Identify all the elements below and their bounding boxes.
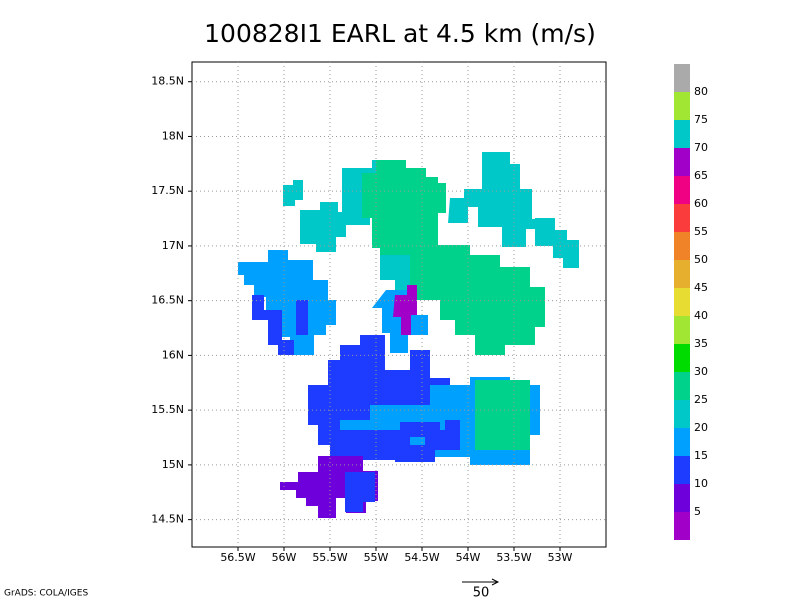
colorbar-box (674, 92, 690, 120)
lat-tick-label: 16N (162, 348, 184, 361)
colorbar-label: 80 (694, 85, 708, 98)
lon-tick-label: 53W (548, 551, 573, 564)
colorbar-label: 70 (694, 141, 708, 154)
lat-tick-label: 18N (162, 129, 184, 142)
colorbar-label: 20 (694, 421, 708, 434)
colorbar-box (674, 512, 690, 540)
lon-tick-label: 56W (272, 551, 297, 564)
vector-scale-arrowhead (491, 578, 500, 586)
lat-tick-label: 18.5N (151, 75, 184, 88)
colorbar-box (674, 148, 690, 176)
lon-tick-label: 56.5W (220, 551, 255, 564)
colorbar-box (674, 428, 690, 456)
colorbar-box (674, 232, 690, 260)
lon-tick-label: 55W (364, 551, 389, 564)
vector-scale-label: 50 (473, 586, 490, 600)
title: 100828I1 EARL at 4.5 km (m/s) (204, 19, 596, 48)
colorbar-box (674, 484, 690, 512)
lon-tick-label: 54.5W (404, 551, 439, 564)
colorbar-label: 15 (694, 449, 708, 462)
colorbar-box (674, 372, 690, 400)
colorbar-label: 45 (694, 281, 708, 294)
colorbar-label: 30 (694, 365, 708, 378)
wind-field (238, 152, 579, 518)
lat-tick-label: 16.5N (151, 294, 184, 307)
lon-tick-label: 55.5W (312, 551, 347, 564)
lat-tick-label: 15.5N (151, 403, 184, 416)
lon-tick-label: 53.5W (496, 551, 531, 564)
colorbar-label: 65 (694, 169, 708, 182)
lat-tick-label: 15N (162, 458, 184, 471)
colorbar-box (674, 400, 690, 428)
colorbar-label: 25 (694, 393, 708, 406)
map-frame (191, 61, 607, 548)
colorbar-label: 10 (694, 477, 708, 490)
colorbar-box (674, 344, 690, 372)
lat-tick-label: 17.5N (151, 184, 184, 197)
credit: GrADS: COLA/IGES (4, 589, 88, 599)
lat-tick-label: 17N (162, 239, 184, 252)
colorbar-box (674, 316, 690, 344)
colorbar-label: 60 (694, 197, 708, 210)
lat-tick-label: 14.5N (151, 513, 184, 526)
colorbar-box (674, 176, 690, 204)
colorbar-box (674, 204, 690, 232)
colorbar-label: 5 (694, 505, 701, 518)
colorbar-label: 40 (694, 309, 708, 322)
colorbar-label: 55 (694, 225, 708, 238)
colorbar-box (674, 64, 690, 92)
colorbar-box (674, 260, 690, 288)
lon-tick-label: 54W (456, 551, 481, 564)
colorbar-label: 75 (694, 113, 708, 126)
colorbar-box (674, 288, 690, 316)
colorbar-box (674, 456, 690, 484)
colorbar-label: 35 (694, 337, 708, 350)
colorbar-box (674, 120, 690, 148)
colorbar-label: 50 (694, 253, 708, 266)
